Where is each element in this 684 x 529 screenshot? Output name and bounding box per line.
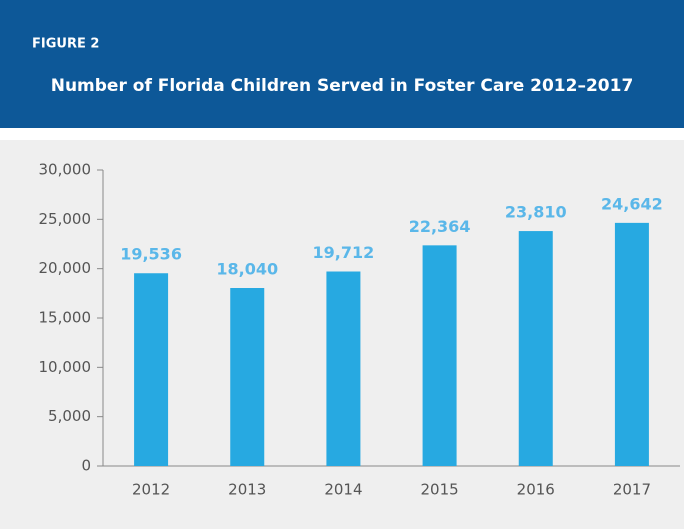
data-label: 24,642: [601, 194, 663, 213]
x-tick-label: 2012: [132, 481, 170, 499]
chart-title: Number of Florida Children Served in Fos…: [51, 76, 634, 96]
bar: [230, 288, 265, 466]
y-tick-label: 20,000: [39, 259, 92, 277]
y-tick-label: 25,000: [39, 210, 92, 228]
y-tick-label: 10,000: [39, 358, 92, 376]
x-tick-label: 2013: [228, 481, 266, 499]
y-tick-label: 5,000: [48, 407, 91, 425]
data-label: 19,712: [313, 243, 375, 262]
data-label: 23,810: [505, 203, 567, 222]
data-label: 22,364: [409, 217, 471, 236]
x-tick-label: 2014: [324, 481, 362, 499]
x-tick-label: 2016: [517, 481, 555, 499]
y-tick-label: 15,000: [39, 309, 92, 327]
data-label: 19,536: [120, 245, 182, 264]
figure-label: FIGURE 2: [32, 37, 99, 52]
bar: [614, 222, 649, 466]
bar: [134, 273, 169, 466]
y-tick-label: 30,000: [39, 161, 92, 179]
bar: [518, 231, 553, 466]
y-tick-label: 0: [81, 457, 91, 475]
data-label: 18,040: [216, 260, 278, 279]
header-band: [0, 0, 684, 128]
x-tick-label: 2015: [420, 481, 458, 499]
bar: [326, 271, 361, 466]
bar: [422, 245, 457, 466]
x-tick-label: 2017: [613, 481, 651, 499]
